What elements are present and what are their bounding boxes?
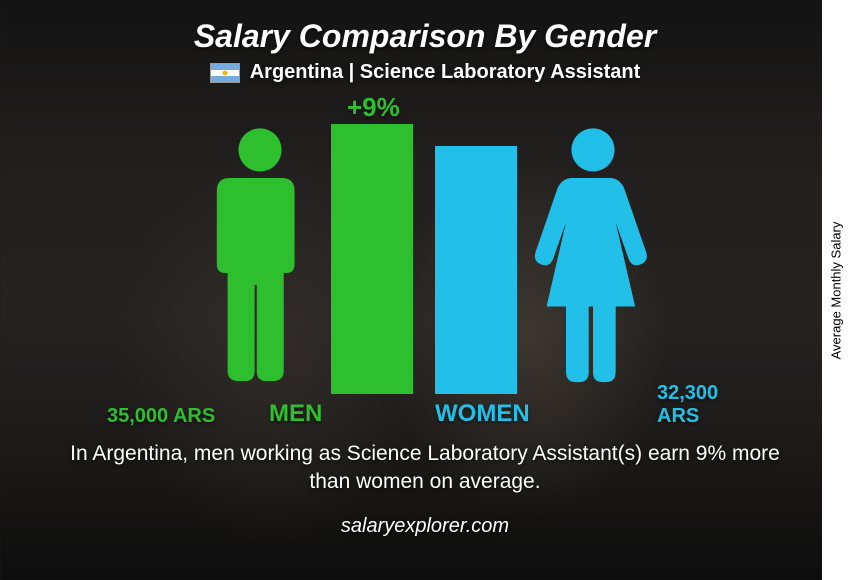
men-bar [331,124,413,394]
subtitle-country: Argentina [250,61,343,83]
male-figure-icon [205,124,315,394]
women-salary-label: 32,300 ARS [657,382,718,428]
subtitle-text: Argentina | Science Laboratory Assistant [250,61,641,84]
subtitle-sep: | [343,61,360,83]
footer-source: salaryexplorer.com [341,515,509,538]
content-container: Salary Comparison By Gender Argentina | … [0,0,850,580]
female-figure-icon [533,124,653,394]
pct-diff-label: +9% [347,92,400,123]
argentina-flag-icon [210,63,240,83]
summary-text: In Argentina, men working as Science Lab… [65,440,785,497]
men-salary-label: 35,000 ARS [107,405,215,428]
women-label: WOMEN [435,400,530,428]
women-bar [435,146,517,394]
men-label: MEN [269,400,322,428]
page-title: Salary Comparison By Gender [194,18,656,55]
chart-area: +9% 35,000 ARS 32,300 ARS MEN WOMEN [135,94,715,434]
subtitle-row: Argentina | Science Laboratory Assistant [210,61,641,84]
subtitle-job: Science Laboratory Assistant [360,61,640,83]
